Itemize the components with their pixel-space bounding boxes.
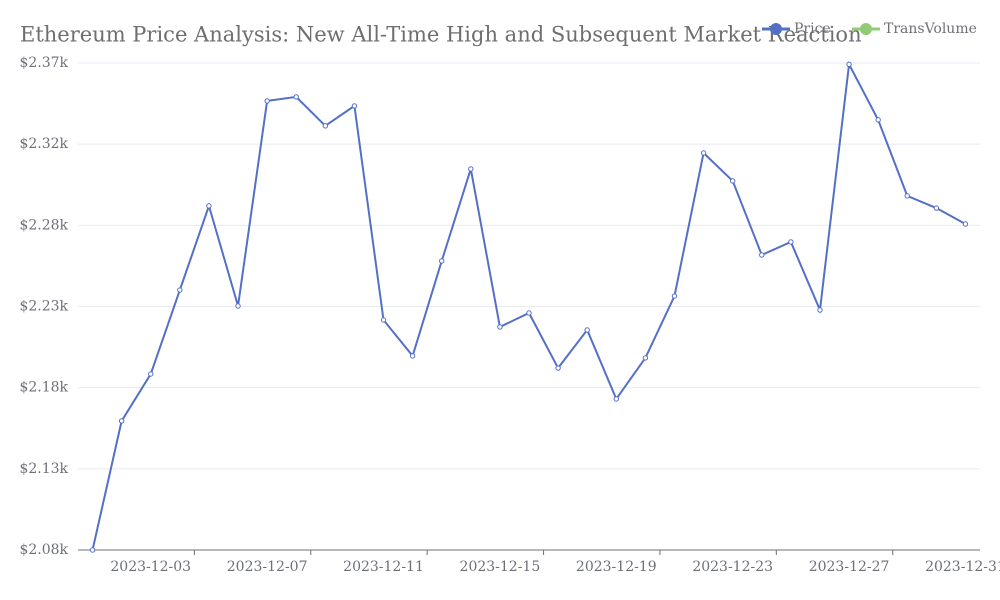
data-point xyxy=(526,310,532,316)
x-tick-label: 2023-12-03 xyxy=(110,559,191,575)
legend-label: Price xyxy=(794,21,831,37)
data-point xyxy=(264,98,270,104)
data-point xyxy=(409,353,416,359)
data-point xyxy=(584,327,590,333)
x-tick-label: 2023-12-15 xyxy=(460,559,541,575)
data-point xyxy=(875,117,881,123)
y-tick-label: $2.28k xyxy=(19,217,68,233)
x-tick-label: 2023-12-27 xyxy=(809,559,890,575)
x-tick-label: 2023-12-11 xyxy=(343,559,424,575)
data-point xyxy=(322,123,329,129)
legend-marker xyxy=(860,23,872,35)
data-point xyxy=(468,166,474,172)
data-point xyxy=(933,205,940,211)
y-tick-label: $2.37k xyxy=(19,55,68,71)
y-tick-label: $2.13k xyxy=(19,461,68,477)
data-point xyxy=(671,293,678,299)
x-tick-label: 2023-12-31 xyxy=(925,559,1000,575)
price-line xyxy=(91,61,966,551)
data-point xyxy=(148,371,154,377)
x-tick-label: 2023-12-07 xyxy=(227,559,308,575)
data-point xyxy=(351,103,358,109)
data-point xyxy=(817,307,823,313)
data-point xyxy=(788,239,794,245)
data-point xyxy=(759,252,765,258)
data-point xyxy=(497,324,503,330)
y-tick-label: $2.18k xyxy=(19,380,68,396)
legend-marker xyxy=(770,23,782,35)
x-tick-label: 2023-12-23 xyxy=(692,559,773,575)
data-point xyxy=(235,303,241,309)
data-point xyxy=(293,94,299,100)
data-point xyxy=(118,418,125,424)
y-tick-label: $2.08k xyxy=(19,542,68,558)
x-tick-label: 2023-12-19 xyxy=(576,559,657,575)
data-point xyxy=(206,203,212,209)
data-point xyxy=(700,150,707,156)
data-point xyxy=(904,193,910,199)
data-point xyxy=(613,396,619,402)
legend-label: TransVolume xyxy=(884,21,977,37)
data-point xyxy=(555,365,561,371)
chart-title: Ethereum Price Analysis: New All-Time Hi… xyxy=(20,23,862,47)
data-point xyxy=(177,287,183,293)
data-point xyxy=(846,61,852,68)
data-point xyxy=(642,355,649,361)
data-point xyxy=(380,317,387,323)
y-tick-label: $2.23k xyxy=(19,299,68,315)
data-point xyxy=(962,221,969,227)
y-tick-label: $2.32k xyxy=(19,136,68,152)
data-point xyxy=(439,258,445,264)
data-point xyxy=(89,547,96,553)
data-point xyxy=(729,178,736,184)
